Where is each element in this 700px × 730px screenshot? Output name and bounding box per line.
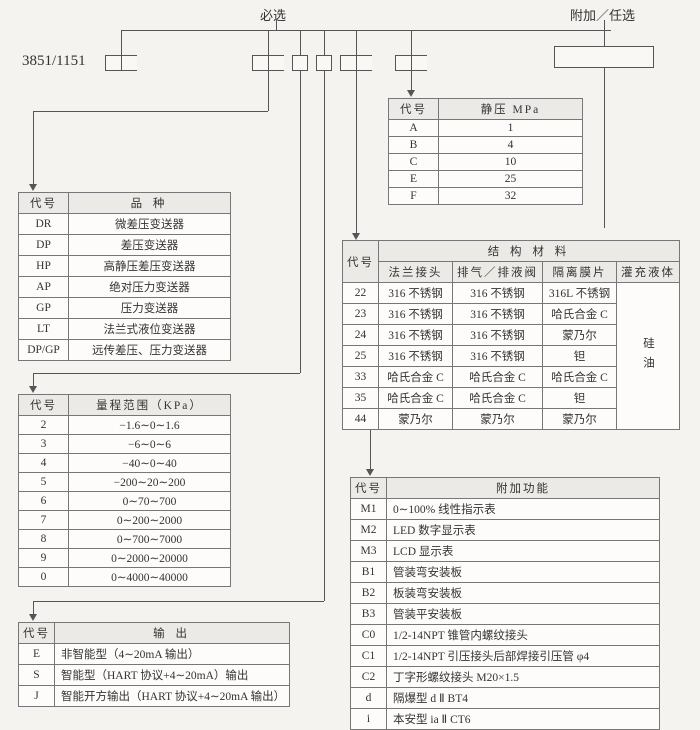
table-row: 3−6∼0∼6 (19, 435, 231, 454)
table-row: F32 (389, 188, 583, 205)
br-out-v2 (33, 601, 34, 615)
br-addon-v2 (370, 430, 371, 470)
table-row: J智能开方输出（HART 协议+4∼20mA 输出） (19, 686, 290, 707)
th-code: 代号 (19, 395, 69, 416)
table-row: B2板装弯安装板 (351, 583, 660, 604)
arrow-range (29, 386, 37, 393)
table-static: 代号 静压 MPa A1B4C10E25F32 (388, 98, 583, 205)
table-row: 2−1.6∼0∼1.6 (19, 416, 231, 435)
arrow-static (407, 90, 415, 97)
table-row: M10∼100% 线性指示表 (351, 499, 660, 520)
box-static (340, 55, 372, 71)
table-row: S智能型（HART 协议+4∼20mA）输出 (19, 665, 290, 686)
line-b1 (268, 30, 269, 55)
table-range: 代号 量程范围（KPa） 2−1.6∼0∼1.63−6∼0∼64−40∼0∼40… (18, 394, 231, 587)
line-b3 (324, 30, 325, 55)
table-row: 22316 不锈钢316 不锈钢316L 不锈钢硅油 (343, 283, 680, 304)
table-row: 60∼70∼700 (19, 492, 231, 511)
line-top-h (121, 30, 611, 31)
table-row: 00∼4000∼40000 (19, 568, 231, 587)
box-product (252, 55, 284, 71)
table-addon: 代号 附加功能 M10∼100% 线性指示表M2LED 数字显示表M3LCD 显… (350, 477, 660, 730)
th-name: 品 种 (69, 193, 231, 214)
table-row: 5−200∼20∼200 (19, 473, 231, 492)
th-diaphragm: 隔离膜片 (543, 262, 617, 283)
th-sp: 静压 MPa (439, 99, 583, 120)
arrow-prod (29, 184, 37, 191)
th-range: 量程范围（KPa） (69, 395, 231, 416)
br-addon-v1 (604, 68, 605, 228)
th-code: 代号 (19, 193, 69, 214)
line-b5 (411, 30, 412, 55)
arrow-addon (366, 469, 374, 476)
br-out-h (33, 601, 324, 602)
br-range-h (33, 373, 300, 374)
br-mat-v (356, 71, 357, 234)
table-row: 4−40∼0∼40 (19, 454, 231, 473)
table-row: M3LCD 显示表 (351, 541, 660, 562)
table-product: 代号 品 种 DR微差压变送器DP差压变送器HP高静压差压变送器AP绝对压力变送… (18, 192, 231, 361)
table-row: B3管装平安装板 (351, 604, 660, 625)
box-output (316, 55, 332, 71)
table-row: LT法兰式液位变送器 (19, 319, 231, 340)
table-row: M2LED 数字显示表 (351, 520, 660, 541)
br-prod-v2 (33, 111, 34, 185)
table-row: C10 (389, 154, 583, 171)
line-model-down (121, 30, 122, 55)
table-row: d隔爆型 d Ⅱ BT4 (351, 688, 660, 709)
br-range-v2 (33, 373, 34, 387)
table-row: AP绝对压力变送器 (19, 277, 231, 298)
table-row: E非智能型（4∼20mA 输出） (19, 644, 290, 665)
box-addon (554, 46, 654, 68)
line-opt-up (604, 20, 605, 30)
table-row: GP压力变送器 (19, 298, 231, 319)
th-out: 输 出 (55, 623, 290, 644)
line-b4 (356, 30, 357, 55)
arrow-out (29, 614, 37, 621)
line-b6 (604, 30, 605, 46)
table-row: B4 (389, 137, 583, 154)
table-row: HP高静压差压变送器 (19, 256, 231, 277)
th-code: 代号 (19, 623, 55, 644)
br-prod-v (268, 71, 269, 111)
table-row: DP差压变送器 (19, 235, 231, 256)
table-material: 代号 结 构 材 料 法兰接头 排气／排液阀 隔离膜片 灌充液体 22316 不… (342, 240, 680, 430)
line-b2 (300, 30, 301, 55)
th-code: 代号 (389, 99, 439, 120)
model-code: 3851/1151 (22, 53, 86, 70)
line-req-up (276, 20, 277, 30)
table-row: B1管装弯安装板 (351, 562, 660, 583)
label-optional: 附加／任选 (570, 5, 635, 24)
label-required: 必选 (260, 5, 286, 24)
th-fill: 灌充液体 (617, 262, 680, 283)
arrow-mat (352, 233, 360, 240)
box-material (395, 55, 427, 71)
th-code: 代号 (343, 241, 379, 283)
br-static-v (411, 71, 412, 91)
table-row: E25 (389, 171, 583, 188)
th-drain: 排气／排液阀 (453, 262, 543, 283)
br-out-v (324, 71, 325, 601)
br-prod-h (33, 111, 268, 112)
table-output: 代号 输 出 E非智能型（4∼20mA 输出）S智能型（HART 协议+4∼20… (18, 622, 290, 707)
table-row: C2丁字形螺纹接头 M20×1.5 (351, 667, 660, 688)
br-range-v (300, 71, 301, 373)
th-func: 附加功能 (387, 478, 660, 499)
table-row: A1 (389, 120, 583, 137)
table-row: 90∼2000∼20000 (19, 549, 231, 568)
box-range (292, 55, 308, 71)
th-group: 结 构 材 料 (379, 241, 680, 262)
table-row: i本安型 ia Ⅱ CT6 (351, 709, 660, 730)
table-row: C11/2-14NPT 引压接头后部焊接引压管 φ4 (351, 646, 660, 667)
table-row: 70∼200∼2000 (19, 511, 231, 530)
table-row: DR微差压变送器 (19, 214, 231, 235)
box-model (105, 55, 137, 71)
table-row: 80∼700∼7000 (19, 530, 231, 549)
th-code: 代号 (351, 478, 387, 499)
th-flange: 法兰接头 (379, 262, 453, 283)
table-row: DP/GP远传差压、压力变送器 (19, 340, 231, 361)
table-row: C01/2-14NPT 锥管内螺纹接头 (351, 625, 660, 646)
